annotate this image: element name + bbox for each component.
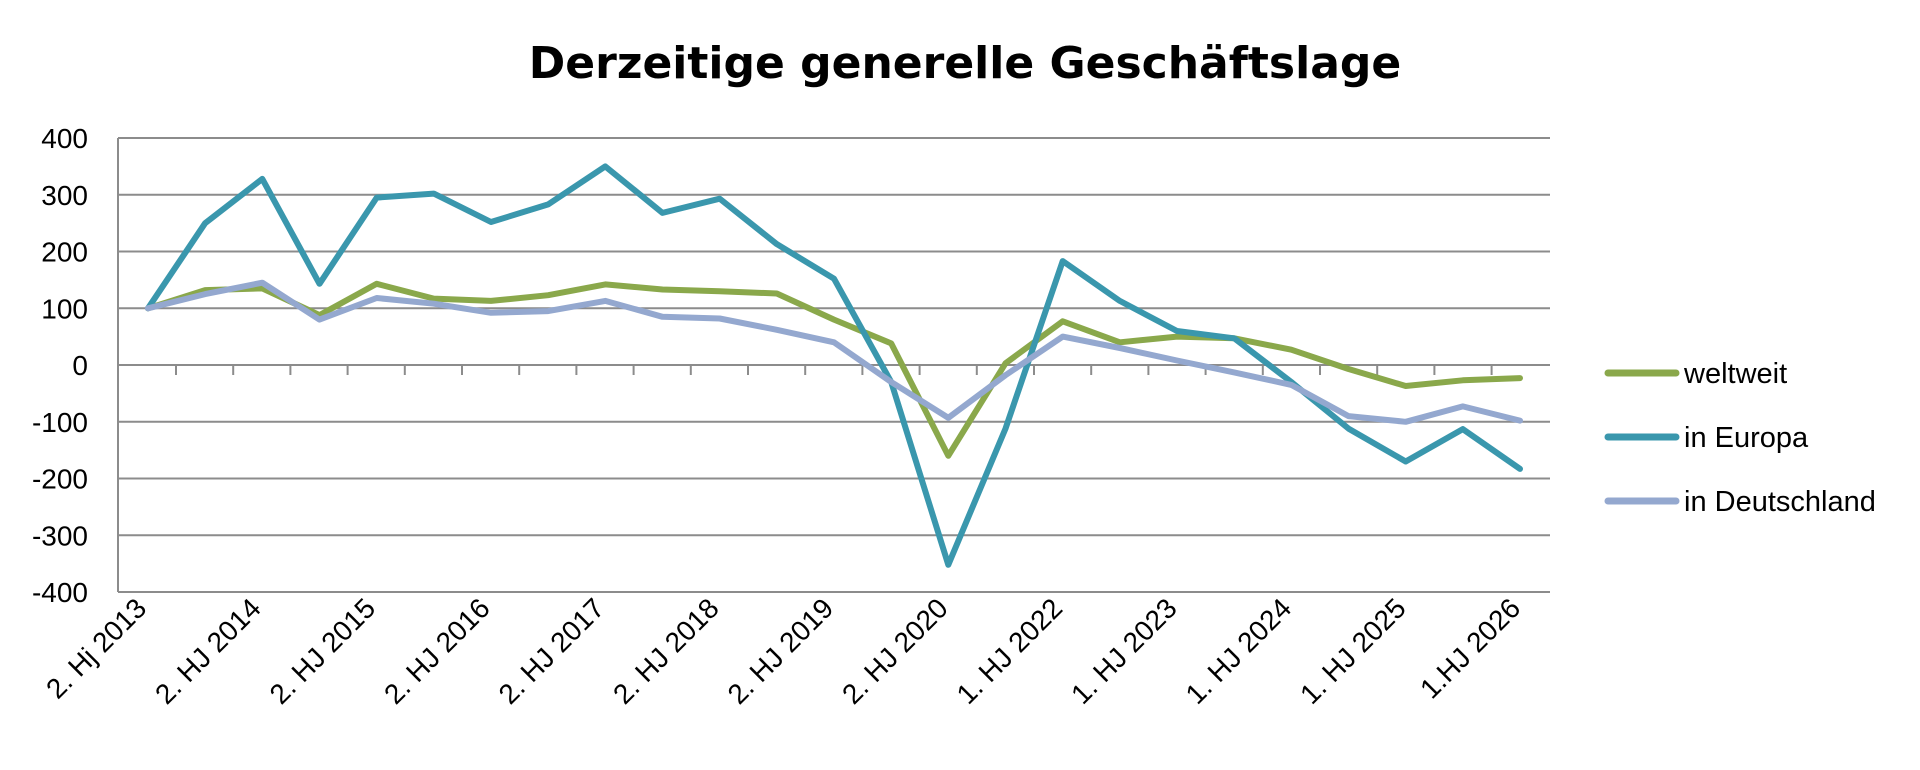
chart-title: Derzeitige generelle Geschäftslage xyxy=(529,38,1401,89)
x-tick-label: 1. HJ 2024 xyxy=(1180,592,1298,710)
y-tick-label: -100 xyxy=(32,407,88,438)
x-tick-label: 2. HJ 2016 xyxy=(378,592,496,710)
y-tick-label: 100 xyxy=(41,293,88,324)
y-tick-label: -400 xyxy=(32,577,88,608)
x-tick-label: 2. HJ 2018 xyxy=(607,592,725,710)
x-tick-label: 1. HJ 2023 xyxy=(1065,592,1183,710)
legend-label: weltweit xyxy=(1683,358,1787,390)
legend-label: in Deutschland xyxy=(1684,486,1876,518)
x-tick-label: 2. HJ 2015 xyxy=(264,592,382,710)
x-tick-label: 1. HJ 2022 xyxy=(951,592,1069,710)
x-tick-label: 1.HJ 2026 xyxy=(1414,592,1526,704)
y-tick-label: 400 xyxy=(41,123,88,154)
y-tick-label: -200 xyxy=(32,464,88,495)
x-tick-label: 2. HJ 2017 xyxy=(493,592,611,710)
y-tick-label: 200 xyxy=(41,237,88,268)
x-tick-label: 2. Hj 2013 xyxy=(40,592,152,704)
x-tick-label: 2. HJ 2014 xyxy=(149,592,267,710)
x-tick-label: 1. HJ 2025 xyxy=(1294,592,1412,710)
series-line-3 xyxy=(145,279,1523,425)
y-tick-label: 0 xyxy=(72,350,88,381)
y-axis: 400 300 200 100 0 -100 -200 -300 -400 xyxy=(32,123,119,608)
y-tick-label: 300 xyxy=(41,180,88,211)
x-tick-label: 2. HJ 2020 xyxy=(836,592,954,710)
series-lines xyxy=(145,163,1523,568)
legend-label: in Europa xyxy=(1684,422,1809,454)
y-tick-label: -300 xyxy=(32,520,88,551)
legend: weltweit in Europa in Deutschland xyxy=(1604,358,1876,518)
x-tick-label: 2. HJ 2019 xyxy=(722,592,840,710)
series-line-1 xyxy=(145,280,1523,459)
